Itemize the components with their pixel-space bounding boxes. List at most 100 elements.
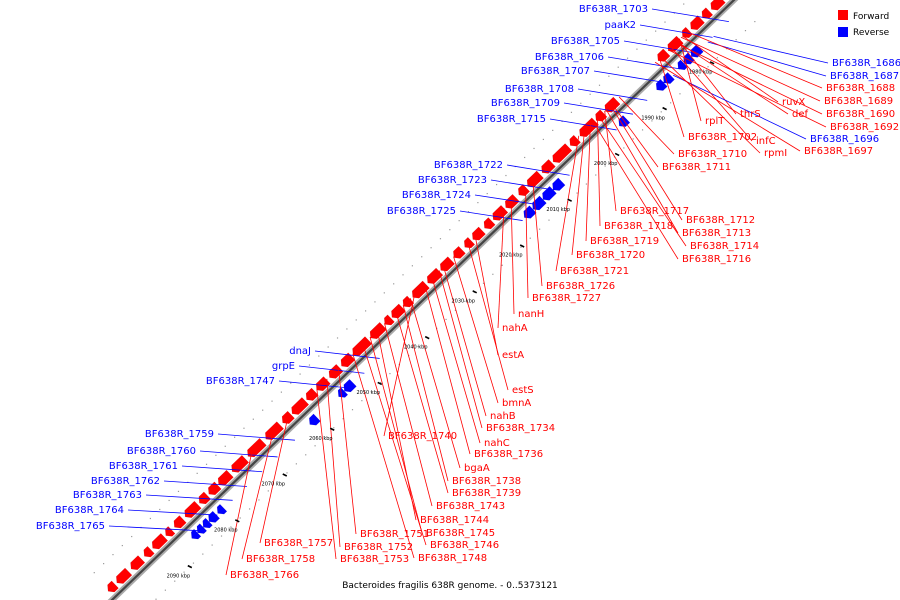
forward-gene — [165, 526, 176, 537]
forward-gene — [217, 469, 234, 486]
gene-label: BF638R_1736 — [474, 449, 543, 460]
kbp-tick-label: 2080 kbp — [214, 527, 238, 533]
leader-lines — [108, 8, 829, 576]
gene-label: BF638R_1709 — [491, 98, 560, 109]
forward-gene — [352, 336, 373, 356]
leader-line — [225, 450, 253, 576]
gene-label: thrS — [740, 109, 761, 120]
leader-line — [467, 242, 509, 391]
leader-line — [654, 61, 801, 152]
leader-line — [673, 74, 807, 140]
minor-tick — [205, 463, 208, 465]
minor-tick — [421, 256, 423, 258]
leader-line — [593, 70, 666, 84]
major-tick — [234, 519, 240, 523]
minor-tick — [520, 246, 522, 248]
forward-gene — [130, 555, 146, 571]
kbp-tick-label: 2060 kbp — [309, 436, 333, 442]
minor-tick — [280, 391, 282, 393]
gene-label: BF638R_1758 — [246, 554, 315, 565]
leader-line — [338, 367, 357, 535]
gene-label: BF638R_1723 — [418, 175, 487, 186]
minor-tick — [177, 490, 180, 493]
minor-tick — [131, 535, 133, 538]
gene-label: BF638R_1713 — [682, 228, 751, 239]
reverse-gene — [655, 79, 668, 91]
gene-label: BF638R_1757 — [264, 538, 333, 549]
leader-line — [497, 208, 505, 329]
minor-tick — [557, 210, 559, 212]
gene-label: BF638R_1761 — [109, 461, 178, 472]
kbp-tick-label: 2020 kbp — [499, 253, 523, 259]
forward-gene — [281, 410, 295, 424]
minor-tick — [295, 463, 297, 465]
gene-label: grpE — [272, 361, 295, 372]
leader-line — [490, 179, 555, 191]
leader-line — [675, 42, 823, 115]
minor-tick — [327, 346, 329, 348]
gene-label: bmnA — [502, 398, 531, 409]
genome-caption: Bacteroides fragilis 638R genome. - 0..5… — [342, 581, 558, 591]
forward-gene — [116, 567, 133, 584]
gene-label: BF638R_1764 — [55, 505, 124, 516]
minor-tick — [552, 129, 554, 132]
minor-tick — [585, 183, 588, 185]
gene-label: BF638R_1687 — [830, 71, 899, 82]
forward-gene — [483, 217, 496, 230]
gene-label: BF638R_1765 — [36, 521, 105, 532]
gene-label: nahA — [502, 323, 528, 334]
leader-line — [571, 130, 585, 256]
leader-line — [549, 118, 617, 131]
leader-line — [679, 38, 702, 122]
minor-tick — [168, 499, 170, 502]
minor-tick — [664, 21, 666, 23]
leader-line — [438, 270, 483, 429]
forward-gene — [291, 397, 310, 415]
minor-tick — [333, 427, 335, 429]
gene-label: BF638R_1751 — [360, 529, 429, 540]
leader-line — [555, 135, 580, 272]
leader-line — [383, 294, 416, 437]
forward-gene — [402, 295, 415, 308]
forward-gene — [526, 170, 544, 188]
leader-line — [395, 312, 449, 494]
minor-tick — [215, 454, 217, 456]
forward-gene — [391, 303, 407, 319]
kbp-tick-labels: 1980 kbp 1990 kbp 2000 kbp 2010 kbp 2020 kbp… — [167, 61, 715, 579]
minor-tick — [262, 409, 264, 411]
minor-tick — [576, 192, 578, 194]
gene-label: estS — [512, 385, 534, 396]
leader-line — [607, 56, 680, 70]
minor-tick — [402, 274, 404, 276]
legend-reverse-swatch — [838, 27, 848, 37]
gene-label: BF638R_1716 — [682, 254, 751, 265]
major-tick — [424, 335, 430, 340]
minor-tick — [716, 57, 719, 59]
forward-gene — [504, 193, 520, 209]
leader-line — [314, 350, 380, 359]
gene-features — [107, 0, 726, 593]
gene-label: BF638R_1714 — [690, 241, 759, 252]
minor-tick — [103, 563, 105, 565]
genome-backbone — [107, 0, 739, 600]
reverse-gene — [202, 517, 213, 529]
gene-label: BF638R_1717 — [620, 206, 689, 217]
leader-line — [217, 433, 295, 441]
gene-label: BF638R_1712 — [686, 215, 755, 226]
legend-reverse-label: Reverse — [853, 28, 890, 38]
minor-tick — [454, 309, 457, 312]
minor-tick — [93, 572, 95, 574]
reverse-gene — [690, 44, 704, 58]
forward-gene — [143, 546, 155, 558]
leader-line — [623, 40, 697, 54]
leader-line — [506, 164, 570, 176]
minor-tick — [346, 328, 348, 330]
gene-label: def — [792, 109, 809, 120]
leader-line — [474, 194, 540, 206]
major-tick — [519, 244, 525, 248]
minor-tick — [464, 300, 466, 302]
gene-label: BF638R_1739 — [452, 488, 521, 499]
gene-label: BF638R_1753 — [340, 554, 409, 565]
gene-label: BF638R_1720 — [576, 250, 645, 261]
forward-gene — [552, 143, 573, 163]
